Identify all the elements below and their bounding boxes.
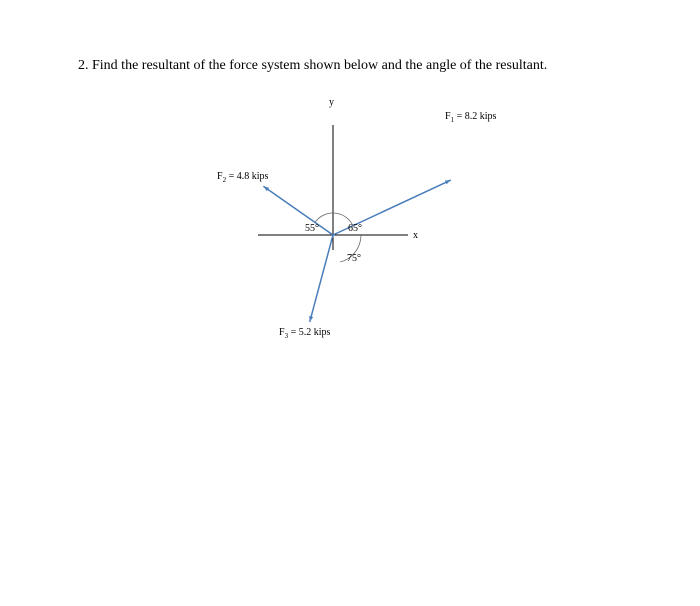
- f2-label: F2 = 4.8 kips: [217, 171, 268, 184]
- problem-statement: 2. Find the resultant of the force syste…: [78, 58, 547, 74]
- diagram-svg: [205, 95, 495, 345]
- force-diagram: y x F1 = 8.2 kips F2 = 4.8 kips F3 = 5.2…: [205, 95, 495, 345]
- f3-angle-label: 75°: [347, 253, 361, 264]
- y-axis-label: y: [329, 97, 334, 108]
- f3-label: F3 = 5.2 kips: [279, 327, 330, 340]
- problem-text-content: Find the resultant of the force system s…: [92, 58, 547, 73]
- f1-angle-label: 65°: [348, 223, 362, 234]
- f1-label: F1 = 8.2 kips: [445, 111, 496, 124]
- x-axis-label: x: [413, 230, 418, 241]
- problem-number: 2.: [78, 58, 89, 73]
- f2-angle-label: 55°: [305, 223, 319, 234]
